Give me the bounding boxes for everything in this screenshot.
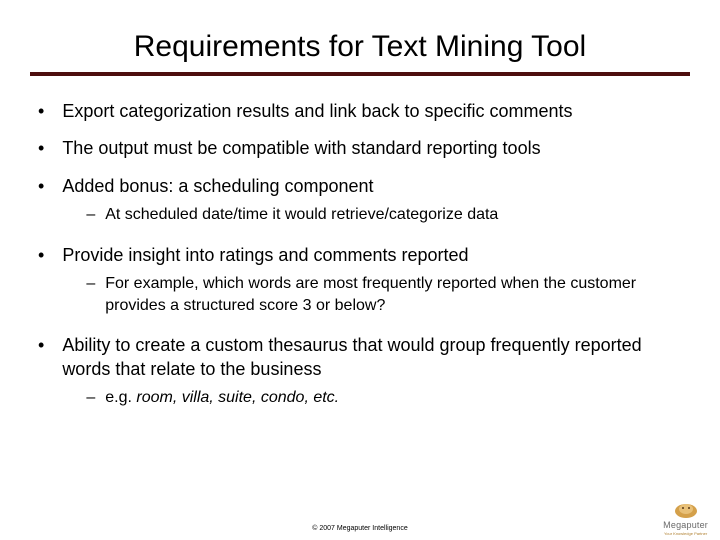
bullet-mark: • bbox=[38, 334, 44, 357]
sub-item: – At scheduled date/time it would retrie… bbox=[86, 204, 498, 226]
sub-text: For example, which words are most freque… bbox=[105, 273, 690, 316]
list-item: • Added bonus: a scheduling component – … bbox=[38, 175, 690, 230]
slide-title: Requirements for Text Mining Tool bbox=[30, 30, 690, 64]
bullet-mark: • bbox=[38, 100, 44, 123]
dash-mark: – bbox=[86, 387, 95, 409]
sub-list: – e.g. room, villa, suite, condo, etc. bbox=[62, 387, 690, 409]
bullet-body: Added bonus: a scheduling component – At… bbox=[62, 175, 498, 230]
sub-item: – e.g. room, villa, suite, condo, etc. bbox=[86, 387, 690, 409]
bullet-body: The output must be compatible with stand… bbox=[62, 137, 540, 160]
list-item: • Provide insight into ratings and comme… bbox=[38, 244, 690, 321]
bullet-text: Provide insight into ratings and comment… bbox=[62, 245, 468, 265]
title-divider bbox=[30, 72, 690, 76]
bullet-list: • Export categorization results and link… bbox=[38, 100, 690, 413]
bullet-mark: • bbox=[38, 137, 44, 160]
logo-wordmark: Megaputer bbox=[663, 520, 708, 530]
dash-mark: – bbox=[86, 273, 95, 295]
sub-text: e.g. room, villa, suite, condo, etc. bbox=[105, 387, 339, 409]
list-item: • The output must be compatible with sta… bbox=[38, 137, 690, 160]
bullet-text: Export categorization results and link b… bbox=[62, 101, 572, 121]
dash-mark: – bbox=[86, 204, 95, 226]
list-item: • Ability to create a custom thesaurus t… bbox=[38, 334, 690, 412]
sub-italic: room, villa, suite, condo, etc. bbox=[136, 389, 339, 406]
slide-container: Requirements for Text Mining Tool • Expo… bbox=[0, 0, 720, 540]
company-logo: Megaputer Your Knowledge Partner bbox=[663, 500, 708, 536]
bullet-text: Ability to create a custom thesaurus tha… bbox=[62, 335, 641, 378]
bullet-text: The output must be compatible with stand… bbox=[62, 138, 540, 158]
sub-list: – For example, which words are most freq… bbox=[62, 273, 690, 316]
bullet-mark: • bbox=[38, 244, 44, 267]
logo-tagline: Your Knowledge Partner bbox=[664, 531, 707, 536]
sub-list: – At scheduled date/time it would retrie… bbox=[62, 204, 498, 226]
bullet-body: Ability to create a custom thesaurus tha… bbox=[62, 334, 690, 412]
logo-lion-icon bbox=[672, 500, 700, 520]
sub-item: – For example, which words are most freq… bbox=[86, 273, 690, 316]
sub-text: At scheduled date/time it would retrieve… bbox=[105, 204, 498, 226]
bullet-body: Export categorization results and link b… bbox=[62, 100, 572, 123]
bullet-text: Added bonus: a scheduling component bbox=[62, 176, 373, 196]
sub-prefix: e.g. bbox=[105, 389, 136, 406]
list-item: • Export categorization results and link… bbox=[38, 100, 690, 123]
bullet-body: Provide insight into ratings and comment… bbox=[62, 244, 690, 321]
bullet-mark: • bbox=[38, 175, 44, 198]
slide-content: • Export categorization results and link… bbox=[30, 100, 690, 413]
footer-copyright: © 2007 Megaputer Intelligence bbox=[0, 525, 720, 532]
